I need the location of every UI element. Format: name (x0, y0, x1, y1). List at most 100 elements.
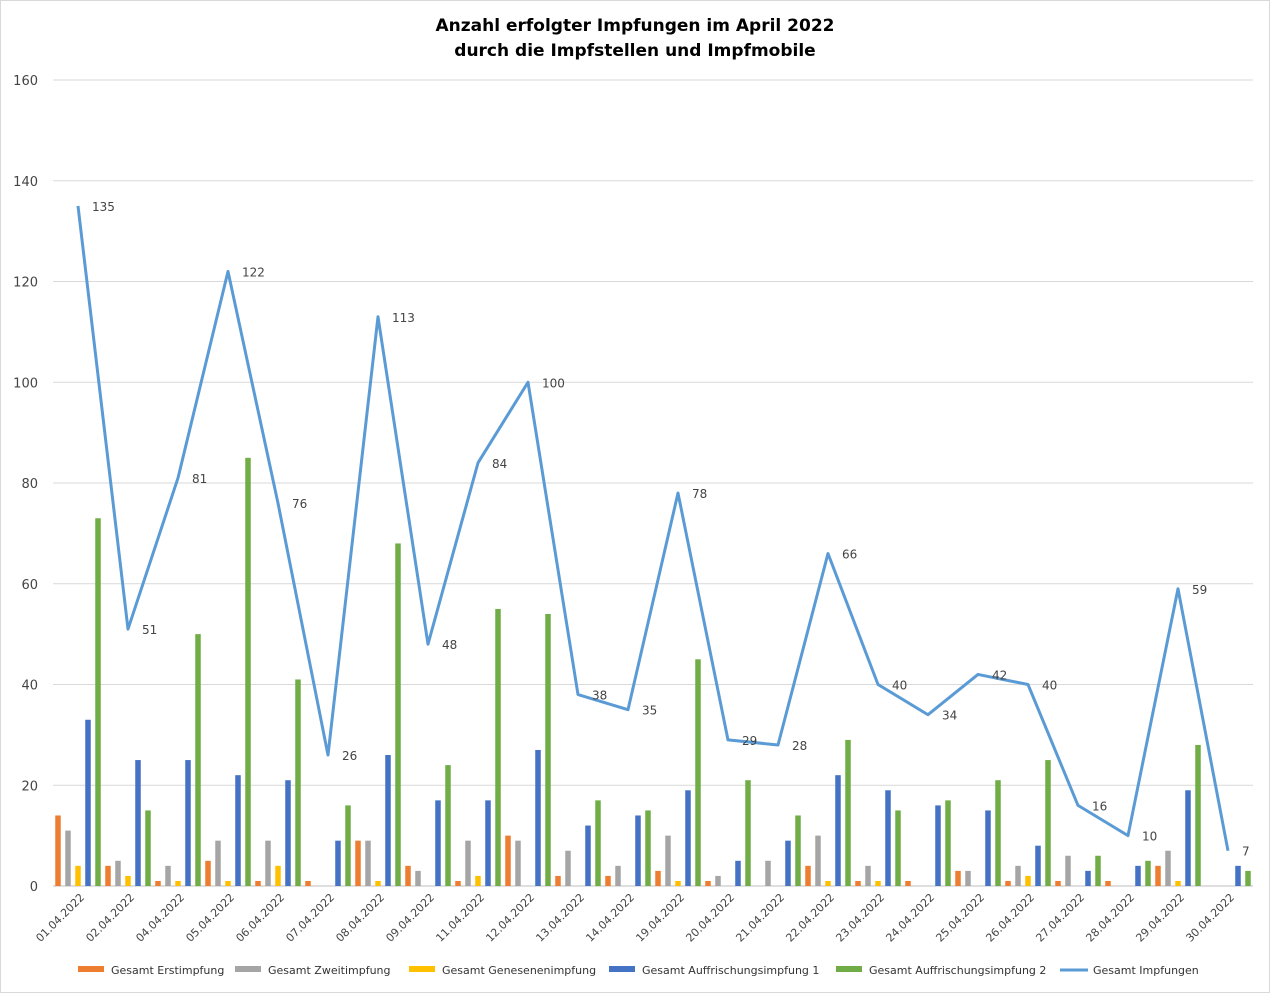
bar (295, 679, 301, 886)
bar (1245, 870, 1251, 886)
bar (55, 815, 61, 886)
legend-swatch (235, 966, 261, 972)
bar (855, 880, 861, 886)
bar (635, 815, 641, 886)
bar (185, 760, 191, 886)
y-tick-label: 140 (13, 175, 38, 190)
bar (125, 875, 131, 886)
legend-swatch (409, 966, 435, 972)
data-label: 7 (1242, 845, 1250, 859)
bar (355, 840, 361, 886)
bar (825, 880, 831, 886)
bar (335, 840, 341, 886)
bar (995, 780, 1001, 886)
bar (795, 815, 801, 886)
bar (945, 800, 951, 886)
data-label: 78 (692, 487, 707, 501)
bar (1025, 875, 1031, 886)
bar (145, 810, 151, 886)
bar (1175, 880, 1181, 886)
bar (485, 800, 491, 886)
bar (685, 790, 691, 886)
legend-label: Gesamt Impfungen (1093, 964, 1199, 977)
bar (935, 805, 941, 886)
bar (785, 840, 791, 886)
bar (1155, 865, 1161, 886)
data-label: 38 (592, 689, 607, 703)
bar (695, 659, 701, 886)
bar (875, 880, 881, 886)
data-label: 40 (892, 679, 907, 693)
data-label: 100 (542, 376, 565, 390)
bar (1095, 855, 1101, 886)
data-label: 35 (642, 704, 657, 718)
bar (395, 543, 401, 886)
data-label: 10 (1142, 830, 1157, 844)
legend-label: Gesamt Auffrischungsimpfung 2 (869, 964, 1046, 977)
bar (265, 840, 271, 886)
bar (495, 608, 501, 886)
bar (1185, 790, 1191, 886)
data-label: 42 (992, 668, 1007, 682)
data-label: 48 (442, 638, 457, 652)
bar (585, 825, 591, 886)
data-label: 59 (1192, 583, 1207, 597)
y-tick-label: 40 (21, 679, 38, 694)
y-tick-label: 100 (13, 376, 38, 391)
grid: 0 20 40 60 80 100 120 140 160 (13, 74, 1253, 895)
total-line: 135 51 81 122 76 26 113 48 84 100 38 35 78 29 28 66 40 34… (76, 200, 1250, 859)
bar (605, 875, 611, 886)
bar (85, 719, 91, 886)
bar (95, 518, 101, 886)
bar (65, 830, 71, 886)
bar (195, 634, 201, 886)
bar (1065, 855, 1071, 886)
bar (1005, 880, 1011, 886)
bar (805, 865, 811, 886)
bar (165, 865, 171, 886)
bar (515, 840, 521, 886)
bar (135, 760, 141, 886)
legend-label: Gesamt Genesenenimpfung (442, 964, 596, 977)
data-label: 113 (392, 311, 415, 325)
bar (845, 739, 851, 886)
bar (255, 880, 261, 886)
bar (435, 800, 441, 886)
bar (175, 880, 181, 886)
bar (305, 880, 311, 886)
data-label: 122 (242, 265, 265, 279)
bar (835, 775, 841, 886)
bar (415, 870, 421, 886)
bar (1145, 860, 1151, 886)
bar (565, 850, 571, 886)
bar (405, 865, 411, 886)
bar (445, 765, 451, 886)
data-label: 66 (842, 548, 857, 562)
bar (375, 880, 381, 886)
bar (595, 800, 601, 886)
bar (895, 810, 901, 886)
data-label: 40 (1042, 679, 1057, 693)
legend-label: Gesamt Zweitimpfung (268, 964, 391, 977)
bar (275, 865, 281, 886)
bar (745, 780, 751, 886)
bars (55, 457, 1251, 886)
data-label: 76 (292, 497, 307, 511)
bar (385, 755, 391, 886)
bar (1055, 880, 1061, 886)
bar (1015, 865, 1021, 886)
bar (285, 780, 291, 886)
bar (235, 775, 241, 886)
chart-title: Anzahl erfolgter Impfungen im April 2022 (435, 16, 834, 36)
legend-swatch (609, 966, 635, 972)
bar (205, 860, 211, 886)
bar (1105, 880, 1111, 886)
data-label: 135 (92, 200, 115, 214)
bar (115, 860, 121, 886)
bar (345, 805, 351, 886)
series-line (76, 205, 1230, 852)
bar (655, 870, 661, 886)
bar (455, 880, 461, 886)
data-label: 84 (492, 457, 507, 471)
